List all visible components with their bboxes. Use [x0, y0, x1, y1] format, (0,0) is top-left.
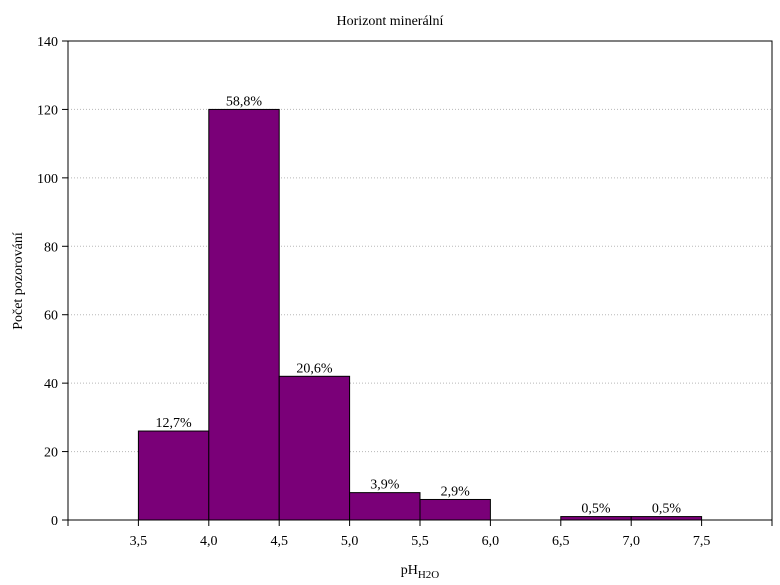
y-tick-label: 80	[44, 240, 58, 255]
bar-percent-label: 0,5%	[652, 502, 682, 517]
gridlines	[68, 108, 772, 453]
y-tick-label: 20	[44, 446, 58, 461]
x-tick-label: 5,5	[411, 534, 429, 549]
x-tick-label: 4,5	[270, 534, 288, 549]
y-tick-label: 120	[37, 103, 58, 118]
x-axis: 3,5 4,0 4,5 5,0 5,5 6,0 6,5 7,0 7,5	[67, 520, 773, 549]
bar-percent-label: 20,6%	[296, 361, 333, 376]
bar-percent-label: 3,9%	[370, 478, 400, 493]
bar-percent-label: 12,7%	[156, 416, 193, 431]
x-axis-label-subscript: H2O	[418, 569, 439, 581]
x-tick-label: 3,5	[130, 534, 148, 549]
histogram-bar	[419, 498, 491, 521]
chart-title: Horizont minerální	[337, 14, 444, 29]
x-tick-label: 6,5	[552, 534, 570, 549]
y-tick-label: 40	[44, 377, 58, 392]
bar-percent-label: 0,5%	[581, 502, 611, 517]
histogram-bar	[560, 516, 632, 521]
x-tick-label: 4,0	[200, 534, 218, 549]
bar-percent-label: 58,8%	[226, 94, 263, 109]
x-axis-label-main: pH	[401, 563, 418, 578]
histogram-bar	[208, 108, 280, 521]
y-tick-label: 60	[44, 309, 58, 324]
y-axis-label: Počet pozorování	[11, 232, 26, 330]
x-tick-label: 7,0	[622, 534, 640, 549]
bar-labels: 12,7% 58,8% 20,6% 3,9% 2,9% 0,5% 0,5%	[156, 94, 682, 516]
y-tick-label: 100	[37, 172, 58, 187]
y-axis: 0 20 40 60 80 100 120 140	[37, 35, 68, 529]
x-tick-label: 7,5	[693, 534, 711, 549]
y-tick-label: 140	[37, 35, 58, 50]
histogram-bar	[278, 375, 351, 521]
histogram-bar	[137, 430, 210, 521]
x-tick-label: 6,0	[482, 534, 500, 549]
x-axis-label: pHH2O	[401, 563, 440, 581]
x-tick-label: 5,0	[341, 534, 359, 549]
y-tick-label: 0	[51, 514, 58, 529]
histogram-bar	[349, 492, 421, 521]
histogram-bar	[630, 516, 703, 521]
bar-percent-label: 2,9%	[441, 484, 471, 499]
